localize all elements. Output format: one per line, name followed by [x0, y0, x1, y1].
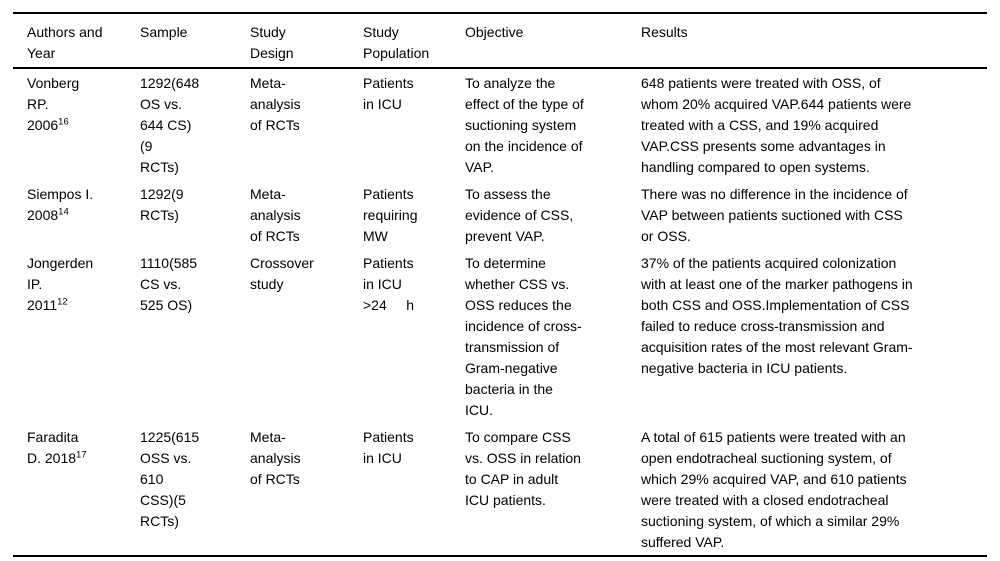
reference-superscript: 14 — [58, 206, 69, 218]
table-row-jongerden: Jongerden IP. 201112 1110(585 CS vs. 525… — [13, 249, 987, 423]
cell-sample: 1225(615 OSS vs. 610 CSS)(5 RCTs) — [140, 429, 200, 529]
cell-study-population: Patients in ICU — [363, 429, 414, 466]
reference-superscript: 12 — [57, 296, 68, 308]
table-row-siempos: Siempos I. 200814 1292(9 RCTs) Meta- ana… — [13, 180, 987, 249]
cell-study-design: Crossover study — [250, 255, 314, 292]
reference-superscript: 16 — [58, 116, 69, 128]
cell-results: 37% of the patients acquired colonizatio… — [641, 255, 913, 376]
cell-authors-year: Vonberg RP. 200616 — [13, 68, 126, 180]
col-header-study-design: Study Design — [236, 13, 349, 69]
cell-results: A total of 615 patients were treated wit… — [641, 429, 907, 550]
reference-superscript: 17 — [76, 449, 87, 461]
cell-results: There was no difference in the incidence… — [641, 186, 908, 244]
cell-study-design: Meta- analysis of RCTs — [250, 75, 301, 133]
author-text: Jongerden IP. 2011 — [27, 255, 94, 313]
cell-results: 648 patients were treated with OSS, of w… — [641, 75, 912, 175]
cell-study-population: Patients requiring MW — [363, 186, 418, 244]
cell-sample: 1110(585 CS vs. 525 OS) — [140, 255, 198, 313]
author-text: Siempos I. 2008 — [27, 186, 94, 223]
col-header-study-population: Study Population — [349, 13, 451, 69]
col-header-objective: Objective — [451, 13, 627, 69]
cell-study-design: Meta- analysis of RCTs — [250, 429, 301, 487]
header-row: Authors and Year Sample Study Design Stu… — [13, 13, 987, 69]
cell-study-population: Patients in ICU — [363, 75, 414, 112]
col-header-sample: Sample — [126, 13, 236, 69]
cell-objective: To compare CSS vs. OSS in relation to CA… — [465, 429, 581, 508]
cell-authors-year: Jongerden IP. 201112 — [13, 249, 126, 423]
cell-sample: 1292(9 RCTs) — [140, 186, 184, 223]
col-header-results: Results — [627, 13, 987, 69]
table-row-faradita: Faradita D. 201817 1225(615 OSS vs. 610 … — [13, 423, 987, 556]
col-header-authors-year: Authors and Year — [13, 13, 126, 69]
table-row-vonberg: Vonberg RP. 200616 1292(648 OS vs. 644 C… — [13, 68, 987, 180]
cell-objective: To assess the evidence of CSS, prevent V… — [465, 186, 574, 244]
cell-study-population: Patients in ICU >24 h — [363, 255, 414, 313]
cell-objective: To determine whether CSS vs. OSS reduces… — [465, 255, 582, 418]
author-text: Faradita D. 2018 — [27, 429, 79, 466]
cell-study-design: Meta- analysis of RCTs — [250, 186, 301, 244]
cell-objective: To analyze the effect of the type of suc… — [465, 75, 584, 175]
studies-comparison-table: Authors and Year Sample Study Design Stu… — [13, 12, 987, 557]
cell-sample: 1292(648 OS vs. 644 CS) (9 RCTs) — [140, 75, 200, 175]
author-text: Vonberg RP. 2006 — [27, 75, 80, 133]
cell-authors-year: Faradita D. 201817 — [13, 423, 126, 556]
cell-authors-year: Siempos I. 200814 — [13, 180, 126, 249]
